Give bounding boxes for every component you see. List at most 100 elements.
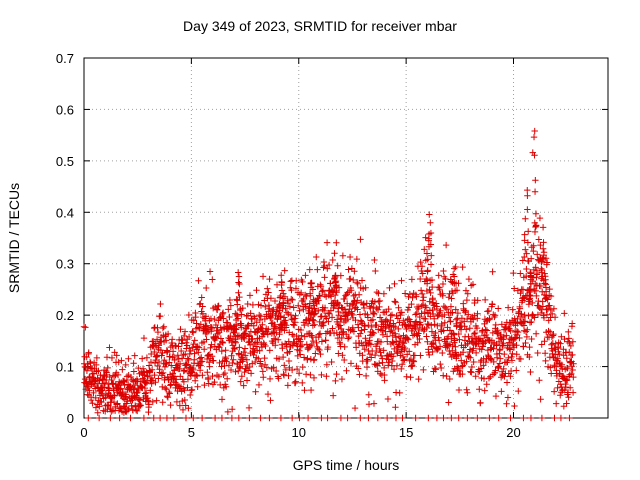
data-point bbox=[348, 308, 355, 315]
data-point bbox=[173, 398, 181, 406]
data-point bbox=[424, 320, 431, 328]
y-tick-label: 0.1 bbox=[56, 360, 74, 375]
data-point bbox=[285, 372, 292, 379]
data-point bbox=[565, 335, 573, 342]
data-point bbox=[104, 384, 112, 392]
data-point bbox=[237, 305, 244, 313]
data-point bbox=[450, 280, 458, 287]
data-point bbox=[227, 302, 234, 309]
data-point bbox=[231, 345, 239, 353]
data-point bbox=[159, 324, 167, 332]
data-point bbox=[526, 292, 533, 299]
data-point bbox=[387, 328, 394, 335]
data-point bbox=[511, 285, 518, 292]
data-point bbox=[267, 295, 275, 302]
data-point bbox=[491, 312, 499, 319]
data-point bbox=[337, 414, 345, 422]
data-point bbox=[236, 344, 243, 351]
data-point bbox=[278, 272, 285, 279]
data-point bbox=[426, 351, 433, 359]
data-point bbox=[552, 400, 560, 407]
data-point bbox=[559, 365, 566, 372]
data-point bbox=[441, 311, 448, 319]
data-point bbox=[257, 358, 264, 365]
data-point bbox=[417, 321, 425, 329]
data-point bbox=[500, 339, 507, 347]
data-point bbox=[168, 336, 176, 343]
data-point bbox=[195, 349, 202, 356]
data-point bbox=[247, 310, 254, 317]
data-point bbox=[339, 252, 347, 259]
data-point bbox=[168, 374, 176, 381]
data-point bbox=[187, 347, 194, 355]
data-point bbox=[212, 334, 220, 342]
data-point bbox=[310, 296, 317, 303]
data-point bbox=[465, 333, 472, 340]
data-point bbox=[260, 374, 267, 381]
data-point bbox=[318, 371, 325, 379]
data-point bbox=[527, 255, 535, 262]
data-point bbox=[155, 375, 162, 382]
data-point bbox=[535, 236, 543, 243]
data-point bbox=[309, 337, 317, 345]
data-point bbox=[454, 309, 462, 317]
data-point bbox=[267, 313, 275, 321]
data-point bbox=[418, 263, 426, 270]
data-point bbox=[398, 309, 405, 316]
data-point bbox=[542, 357, 549, 365]
data-point bbox=[332, 279, 339, 286]
data-point bbox=[187, 372, 195, 379]
data-point bbox=[392, 299, 399, 306]
data-point bbox=[256, 347, 263, 354]
data-point bbox=[186, 345, 193, 352]
data-point bbox=[296, 414, 303, 422]
data-point bbox=[551, 314, 559, 321]
data-point bbox=[527, 414, 535, 422]
data-point bbox=[238, 324, 245, 331]
data-point bbox=[417, 352, 424, 359]
data-point bbox=[438, 322, 446, 330]
data-point bbox=[462, 307, 469, 315]
data-point bbox=[194, 383, 201, 390]
data-point bbox=[570, 360, 577, 367]
data-point bbox=[536, 304, 543, 312]
data-point bbox=[285, 310, 292, 318]
data-point bbox=[218, 347, 225, 355]
data-point bbox=[192, 313, 199, 321]
data-point bbox=[477, 399, 484, 406]
data-point bbox=[329, 392, 337, 399]
data-point bbox=[370, 400, 378, 407]
data-point bbox=[472, 373, 479, 380]
data-point bbox=[338, 334, 345, 342]
data-point bbox=[365, 400, 373, 408]
data-point bbox=[338, 329, 346, 336]
data-point bbox=[228, 414, 236, 422]
data-point bbox=[428, 322, 435, 329]
data-point bbox=[357, 317, 365, 324]
data-point bbox=[427, 241, 435, 248]
data-point bbox=[303, 341, 310, 348]
data-point bbox=[542, 281, 550, 288]
data-point bbox=[187, 391, 194, 399]
data-point bbox=[439, 292, 446, 299]
data-point bbox=[341, 343, 348, 351]
data-point bbox=[541, 280, 549, 287]
data-point bbox=[377, 326, 384, 333]
data-point bbox=[209, 276, 216, 283]
data-point bbox=[351, 268, 358, 275]
data-point bbox=[319, 287, 327, 294]
data-point bbox=[296, 307, 303, 314]
data-point bbox=[96, 377, 103, 384]
data-point bbox=[353, 279, 361, 286]
data-point bbox=[218, 396, 226, 403]
data-point bbox=[191, 337, 198, 344]
data-point bbox=[250, 351, 257, 359]
data-point bbox=[401, 356, 408, 363]
data-point bbox=[524, 186, 531, 194]
data-point bbox=[384, 395, 392, 403]
data-point bbox=[244, 322, 251, 330]
data-point bbox=[377, 338, 385, 346]
data-point bbox=[437, 307, 444, 314]
data-point bbox=[498, 321, 506, 328]
data-point bbox=[403, 373, 410, 380]
